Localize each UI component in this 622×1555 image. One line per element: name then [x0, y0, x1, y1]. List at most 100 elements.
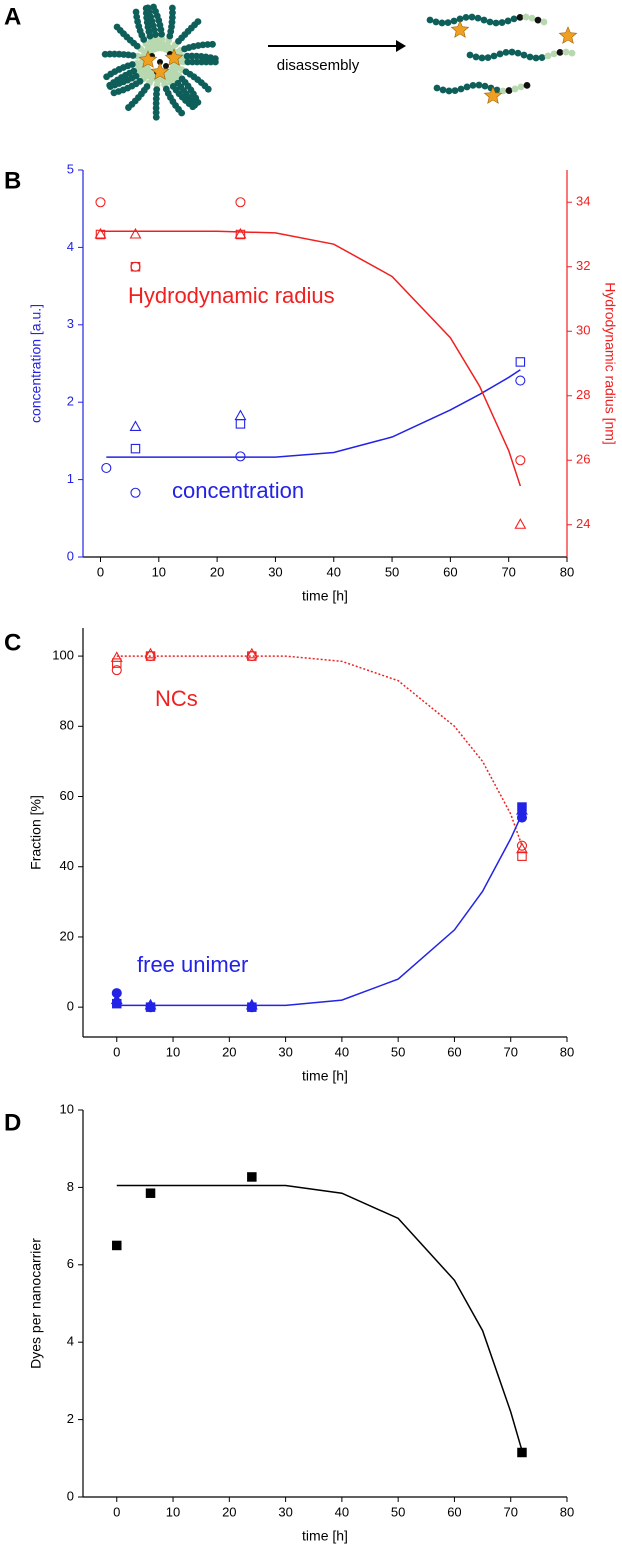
x-tick-label: 0	[97, 564, 104, 579]
y2-tick-label: 26	[576, 452, 590, 467]
bead	[526, 53, 534, 61]
point	[246, 651, 257, 662]
panel-label: C	[4, 629, 21, 656]
point	[130, 261, 141, 272]
x-tick-label: 60	[443, 564, 457, 579]
bead	[544, 52, 552, 60]
bead	[540, 18, 548, 26]
point	[234, 409, 247, 421]
bead	[189, 103, 197, 111]
bead	[508, 48, 516, 56]
x-tick-label: 50	[391, 1044, 405, 1059]
bead	[432, 18, 440, 26]
point	[515, 455, 526, 466]
point	[130, 261, 141, 272]
point	[112, 658, 122, 668]
bead	[502, 48, 510, 56]
panel-label: B	[4, 167, 21, 194]
fit-line	[100, 230, 522, 487]
bead	[480, 16, 488, 24]
schematic: A disassembly	[4, 3, 578, 121]
y-axis-title: Dyes per nanocarrier	[28, 1238, 44, 1369]
point	[235, 229, 246, 240]
core-bead	[157, 59, 163, 65]
bead	[438, 19, 446, 27]
x-tick-label: 10	[166, 1504, 180, 1519]
arrow-head	[396, 40, 406, 52]
bead	[426, 16, 434, 24]
point	[144, 647, 157, 659]
bead	[132, 8, 140, 16]
x-tick-label: 70	[503, 1044, 517, 1059]
point	[515, 375, 526, 386]
y-tick-label: 40	[60, 858, 74, 873]
dye-star	[558, 26, 578, 44]
point	[130, 443, 141, 454]
fit-line	[116, 1184, 523, 1451]
bead	[538, 54, 546, 61]
y-tick-label: 1	[67, 471, 74, 486]
bead	[433, 84, 441, 92]
bead	[493, 86, 501, 94]
y-tick-label: 6	[67, 1256, 74, 1271]
bead	[444, 19, 452, 26]
y-tick-label: 10	[60, 1101, 74, 1116]
annotation: free unimer	[137, 952, 248, 977]
point	[95, 197, 106, 208]
x-tick-label: 80	[560, 1044, 574, 1059]
y-tick-label: 4	[67, 239, 74, 254]
point	[247, 1172, 257, 1182]
bead	[463, 83, 471, 91]
bead	[211, 55, 219, 63]
bead	[490, 52, 498, 60]
x-axis-title: time [h]	[302, 1068, 348, 1084]
x-tick-label: 40	[335, 1504, 349, 1519]
bead	[178, 109, 186, 117]
y2-tick-label: 32	[576, 258, 590, 273]
point	[245, 647, 258, 659]
point	[101, 462, 112, 474]
y2-axis-title: Hydrodynamic radius [nm]	[602, 282, 618, 445]
bead	[168, 14, 176, 21]
chart: B0 10 20 30 40 50 60 70 80012345242628303234Hydr…	[4, 161, 618, 603]
bead	[499, 87, 507, 95]
bead	[517, 83, 525, 91]
y2-tick-label: 24	[576, 516, 590, 531]
bead	[532, 54, 540, 62]
panel-label: D	[4, 1109, 21, 1136]
y-tick-label: 100	[52, 648, 74, 663]
x-tick-label: 50	[385, 564, 399, 579]
point	[94, 227, 107, 239]
dye-star	[483, 86, 503, 104]
x-tick-label: 50	[391, 1504, 405, 1519]
x-tick-label: 20	[222, 1504, 236, 1519]
x-tick-label: 10	[166, 1044, 180, 1059]
point	[145, 1188, 156, 1198]
x-tick-label: 70	[501, 564, 515, 579]
bead	[445, 87, 453, 95]
arrow-label: disassembly	[277, 57, 360, 74]
bead	[474, 14, 482, 22]
point	[112, 1240, 122, 1251]
bead	[475, 81, 483, 89]
fit-line	[116, 655, 523, 846]
bead	[106, 81, 114, 89]
annotation: NCs	[155, 686, 198, 711]
bead	[101, 50, 109, 58]
point	[110, 651, 123, 662]
point	[129, 227, 142, 239]
y-tick-label: 60	[60, 788, 74, 803]
bead	[505, 87, 513, 94]
x-tick-label: 20	[222, 1044, 236, 1059]
y-tick-label: 20	[60, 928, 74, 943]
core-bead	[163, 63, 169, 69]
point	[95, 229, 106, 240]
bead	[204, 41, 212, 48]
y-axis-title: Fraction [%]	[28, 795, 44, 870]
bead	[103, 73, 111, 81]
point	[130, 487, 141, 498]
bead	[556, 48, 564, 56]
y-tick-label: 2	[67, 394, 74, 409]
x-tick-label: 10	[152, 564, 166, 579]
